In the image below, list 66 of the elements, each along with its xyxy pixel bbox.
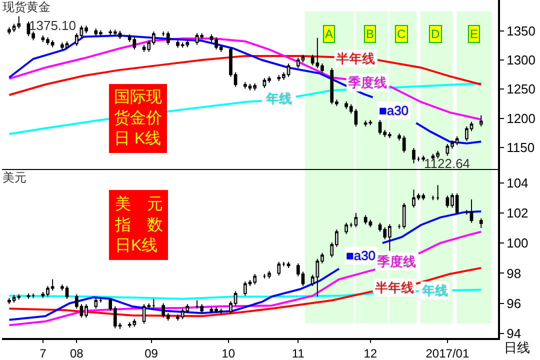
candlestick bbox=[94, 298, 98, 310]
y-tick-label: 1200 bbox=[506, 110, 536, 126]
candlestick bbox=[200, 304, 204, 314]
x-tick-label: 2017/01 bbox=[426, 346, 470, 360]
series-label: 半年线 bbox=[336, 51, 375, 66]
y-tick-label: 1350 bbox=[506, 23, 536, 38]
candlestick bbox=[422, 155, 426, 162]
y-tick-label: 104 bbox=[506, 175, 528, 190]
series-label: 半年线 bbox=[375, 280, 414, 295]
annotation: 1375.10 bbox=[29, 18, 76, 33]
band-label: C bbox=[397, 27, 406, 41]
series-label: ■a30 bbox=[379, 103, 409, 118]
band-label: B bbox=[366, 27, 374, 41]
x-tick-label: 09 bbox=[144, 346, 158, 360]
y-tick-label: 98 bbox=[506, 266, 522, 281]
candlestick bbox=[282, 261, 286, 267]
series-label: 季度线 bbox=[348, 75, 387, 90]
candlestick bbox=[195, 300, 199, 310]
candlestick bbox=[268, 270, 271, 279]
candlestick bbox=[262, 273, 266, 279]
candlestick bbox=[398, 224, 401, 230]
candlestick bbox=[152, 298, 156, 308]
chart-title: 现货黄金 bbox=[2, 0, 51, 14]
annotation: 美 元指 数日K线 bbox=[114, 195, 163, 255]
x-tick-label: 11 bbox=[292, 346, 305, 360]
candlestick bbox=[162, 30, 165, 37]
y-tick-label: 94 bbox=[506, 326, 522, 342]
candlestick bbox=[286, 261, 290, 268]
y-tick-label: 96 bbox=[506, 296, 522, 311]
band-label: D bbox=[431, 27, 440, 41]
candlestick bbox=[166, 30, 170, 46]
candlestick bbox=[26, 293, 30, 300]
annotation: 国际现货金价日 K线 bbox=[114, 89, 162, 148]
candlestick bbox=[344, 222, 348, 235]
x-tick-label: 12 bbox=[364, 346, 378, 360]
x-tick-label: 7 bbox=[40, 346, 47, 360]
candlestick bbox=[431, 195, 435, 201]
candlestick bbox=[32, 293, 35, 299]
y-tick-label: 102 bbox=[506, 205, 528, 220]
x-tick-label: 10 bbox=[222, 346, 236, 360]
y-tick-label: 1250 bbox=[506, 82, 536, 97]
band-label: E bbox=[470, 27, 478, 41]
annotation: 1122.64 bbox=[424, 156, 470, 171]
x-tick-label: 08 bbox=[70, 346, 84, 360]
candlestick bbox=[416, 156, 420, 162]
y-tick-label: 100 bbox=[506, 236, 528, 251]
candlestick bbox=[412, 148, 416, 164]
series-label: ■a30 bbox=[346, 248, 376, 263]
candlestick bbox=[479, 114, 483, 127]
candlestick bbox=[465, 209, 468, 215]
series-label: 年线 bbox=[266, 91, 292, 106]
candlestick bbox=[470, 198, 474, 224]
series-label: 季度线 bbox=[377, 254, 416, 269]
y-tick-label: 1300 bbox=[506, 52, 536, 68]
candlestick bbox=[99, 298, 102, 304]
candlestick bbox=[436, 184, 440, 201]
candlestick bbox=[354, 212, 358, 228]
candlestick bbox=[277, 261, 281, 276]
candlestick bbox=[479, 218, 483, 229]
candlestick bbox=[402, 202, 406, 230]
band-label: A bbox=[325, 27, 334, 41]
series-label: 年线 bbox=[422, 283, 448, 298]
chart-title: 美元 bbox=[2, 170, 27, 184]
y-tick-label: 1150 bbox=[506, 140, 535, 155]
x-axis-title: 日线 bbox=[504, 340, 530, 355]
candlestick bbox=[349, 222, 353, 228]
